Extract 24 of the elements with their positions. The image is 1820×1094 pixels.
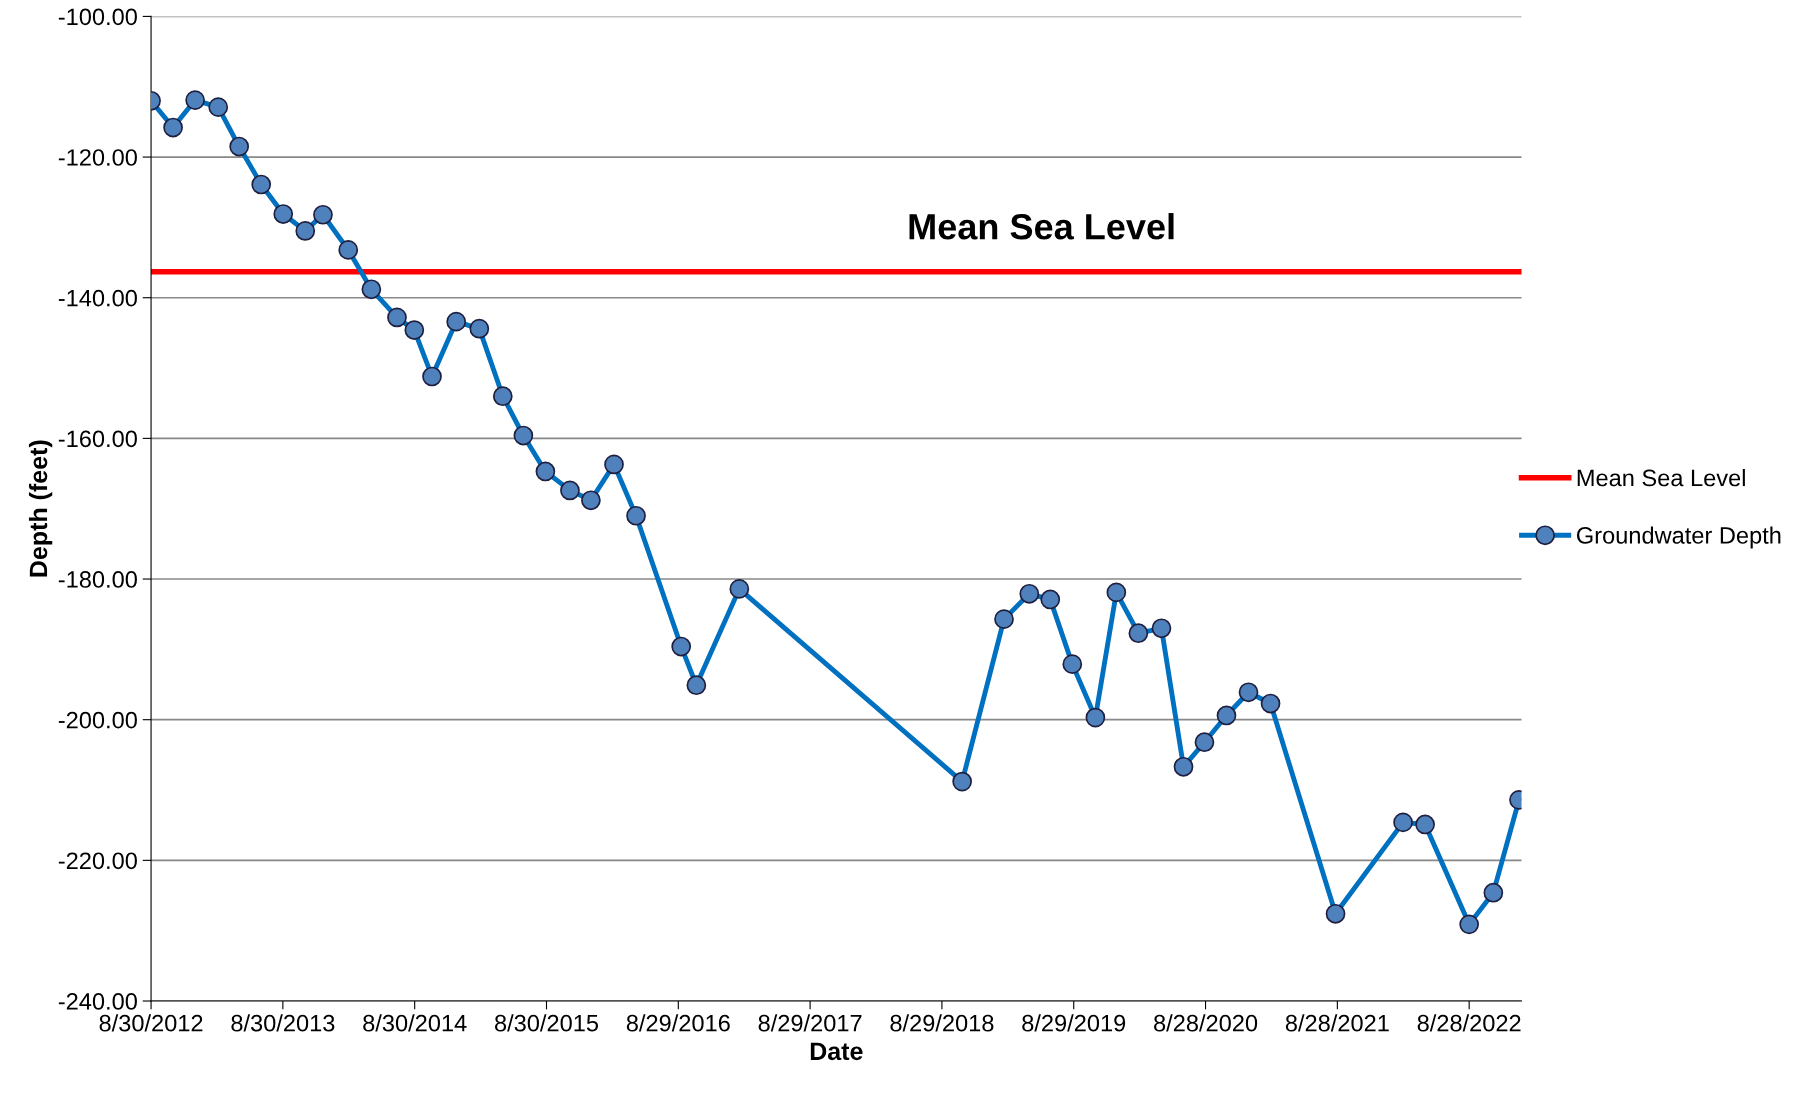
legend-label: Mean Sea Level xyxy=(1577,468,1745,487)
x-tick-label: 8/28/2021 xyxy=(1285,1014,1389,1032)
x-tick-label: 8/28/2022 xyxy=(1417,1014,1521,1032)
x-tick-label: 8/30/2013 xyxy=(231,1014,335,1032)
x-tick-label: 8/29/2017 xyxy=(758,1014,862,1032)
x-tick-label: 8/29/2019 xyxy=(1022,1014,1126,1032)
x-tick-label: 8/29/2018 xyxy=(890,1014,994,1032)
y-tick-label: -140.00 xyxy=(58,289,137,307)
x-tick-label: 8/30/2012 xyxy=(99,1014,203,1032)
annotation: Mean Sea Level xyxy=(909,213,1174,240)
y-tick-label: -240.00 xyxy=(58,993,137,1010)
x-axis-title: Date xyxy=(810,1042,863,1061)
y-tick-label: -220.00 xyxy=(58,852,137,870)
x-tick-label: 8/30/2014 xyxy=(363,1014,467,1032)
x-tick-label: 8/29/2016 xyxy=(626,1014,730,1032)
x-tick-label: 8/30/2015 xyxy=(495,1014,599,1032)
legend-label: Groundwater Depth xyxy=(1577,526,1781,549)
y-tick-label: -120.00 xyxy=(58,149,137,166)
y-tick-label: -160.00 xyxy=(58,430,137,448)
x-tick-label: 8/28/2020 xyxy=(1154,1014,1258,1032)
y-tick-label: -180.00 xyxy=(58,571,137,588)
y-tick-label: -100.00 xyxy=(58,8,137,26)
y-tick-label: -200.00 xyxy=(58,711,137,729)
y-axis-title: Depth (feet) xyxy=(28,440,53,577)
